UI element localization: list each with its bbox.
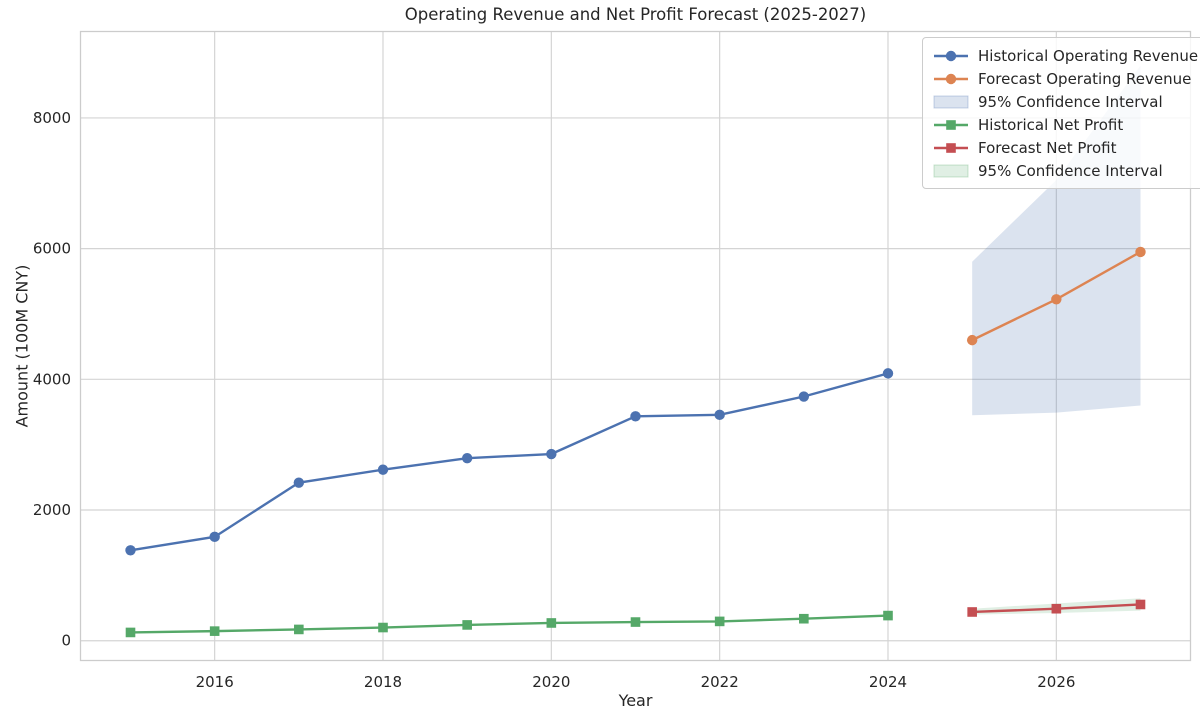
legend-label: Historical Net Profit bbox=[978, 115, 1124, 134]
forecast-operating-revenue-marker bbox=[1135, 246, 1146, 258]
historical-operating-revenue-marker bbox=[714, 409, 725, 421]
historical-net-profit-marker bbox=[378, 622, 388, 633]
legend-item: Historical Operating Revenue bbox=[933, 44, 1198, 67]
historical-net-profit-marker bbox=[630, 617, 641, 627]
historical-operating-revenue-marker bbox=[630, 411, 641, 422]
x-tick-label: 2026 bbox=[1037, 673, 1075, 691]
chart-title: Operating Revenue and Net Profit Forecas… bbox=[404, 5, 867, 24]
historical-operating-revenue-marker bbox=[293, 477, 305, 488]
legend: Historical Operating Revenue Forecast Ope… bbox=[922, 37, 1200, 189]
legend-item: 95% Confidence Interval bbox=[933, 90, 1198, 113]
forecast-operating-revenue-marker bbox=[1051, 294, 1062, 305]
y-tick-label: 8000 bbox=[33, 109, 71, 127]
historical-net-profit-marker bbox=[209, 626, 220, 636]
y-tick-label: 4000 bbox=[33, 370, 71, 388]
historical-net-profit-line bbox=[130, 614, 889, 634]
x-tick-label: 2024 bbox=[869, 673, 907, 691]
legend-label: Forecast Operating Revenue bbox=[978, 69, 1192, 88]
historical-operating-revenue-line bbox=[130, 372, 889, 552]
legend-item: Forecast Net Profit bbox=[933, 136, 1198, 159]
historical-operating-revenue-marker bbox=[798, 391, 810, 402]
forecast-operating-revenue-series bbox=[966, 246, 1146, 346]
legend-item: Forecast Operating Revenue bbox=[933, 67, 1198, 90]
historical-net-profit-marker bbox=[883, 610, 893, 621]
legend-band-swatch-icon bbox=[933, 95, 969, 108]
legend-label: 95% Confidence Interval bbox=[978, 161, 1163, 180]
historical-operating-revenue-series bbox=[125, 368, 894, 556]
y-axis-label: Amount (100M CNY) bbox=[12, 264, 32, 428]
historical-net-profit-series bbox=[125, 610, 893, 638]
legend-line-swatch-icon bbox=[934, 119, 968, 130]
x-tick-label: 2020 bbox=[532, 673, 570, 691]
forecast-net-profit-marker bbox=[1051, 603, 1062, 614]
legend-line-swatch-icon bbox=[934, 73, 968, 84]
forecast-net-profit-marker bbox=[1135, 599, 1146, 610]
legend-line-swatch-icon bbox=[934, 142, 968, 153]
legend-line-swatch-icon bbox=[934, 50, 968, 61]
y-tick-label: 2000 bbox=[33, 501, 71, 519]
historical-operating-revenue-marker bbox=[461, 452, 473, 464]
historical-operating-revenue-marker bbox=[882, 368, 894, 379]
legend-label: Forecast Net Profit bbox=[978, 138, 1117, 157]
historical-net-profit-marker bbox=[714, 616, 725, 627]
y-tick-label: 0 bbox=[61, 632, 71, 650]
historical-net-profit-marker bbox=[294, 624, 304, 635]
x-tick-label: 2022 bbox=[701, 673, 739, 691]
legend-item: 95% Confidence Interval bbox=[933, 159, 1198, 182]
historical-net-profit-marker bbox=[799, 613, 809, 624]
historical-operating-revenue-marker bbox=[125, 545, 136, 556]
forecast-net-profit-marker bbox=[967, 607, 977, 617]
x-tick-label: 2018 bbox=[364, 673, 402, 691]
historical-net-profit-marker bbox=[462, 620, 472, 630]
legend-item: Historical Net Profit bbox=[933, 113, 1198, 136]
x-tick-label: 2016 bbox=[196, 673, 234, 691]
plot-border bbox=[79, 30, 1192, 662]
x-axis-label: Year bbox=[618, 691, 653, 710]
legend-label: 95% Confidence Interval bbox=[978, 92, 1163, 111]
forecast-net-profit-series bbox=[967, 599, 1146, 617]
historical-operating-revenue-marker bbox=[546, 448, 557, 460]
historical-operating-revenue-marker bbox=[377, 464, 389, 475]
historical-net-profit-marker bbox=[546, 618, 557, 628]
y-tick-label: 6000 bbox=[33, 240, 71, 258]
legend-label: Historical Operating Revenue bbox=[978, 46, 1199, 65]
historical-net-profit-marker bbox=[125, 627, 136, 638]
legend-band-swatch-icon bbox=[933, 164, 969, 177]
historical-operating-revenue-marker bbox=[209, 531, 220, 543]
forecast-operating-revenue-marker bbox=[966, 334, 978, 346]
